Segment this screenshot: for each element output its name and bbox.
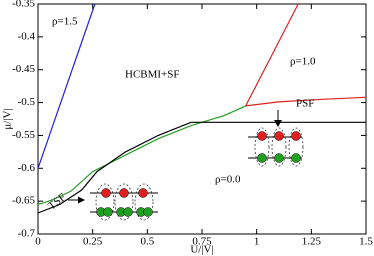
inset-left [68,183,158,221]
phase-boundary [37,121,366,214]
annotation: ρ=0.0 [215,174,241,186]
y-tick-label: -0.7 [18,228,36,240]
annotation: ρ=1.0 [290,56,316,68]
x-tick-label: 0 [35,236,41,248]
annotation: PSF [296,98,314,110]
phase-boundary [37,3,96,169]
x-tick-label: 0.75 [192,236,212,248]
annotation: HCBMI+SF [125,69,180,81]
y-tick-label: -0.5 [18,96,36,108]
inset-right [248,110,304,167]
x-tick-label: 1.25 [302,236,322,248]
x-tick-label: 1.5 [359,236,373,248]
y-tick-label: -0.35 [12,0,35,10]
x-axis-label: U/|V| [190,244,213,256]
y-tick-label: -0.6 [18,162,36,174]
x-tick-label: 0.5 [140,236,154,248]
annotation: ρ=1.5 [52,16,78,28]
y-tick-label: -0.65 [12,195,35,207]
y-tick-label: -0.55 [12,129,35,141]
y-tick-label: -0.4 [18,30,36,42]
x-tick-label: 1 [254,236,260,248]
y-tick-label: -0.45 [12,63,35,75]
phase-boundary [245,96,367,107]
plot-frame [37,3,367,235]
x-tick-label: 0.25 [83,236,103,248]
phase-boundary [245,3,299,107]
y-axis-label: μ/|V| [2,108,14,129]
